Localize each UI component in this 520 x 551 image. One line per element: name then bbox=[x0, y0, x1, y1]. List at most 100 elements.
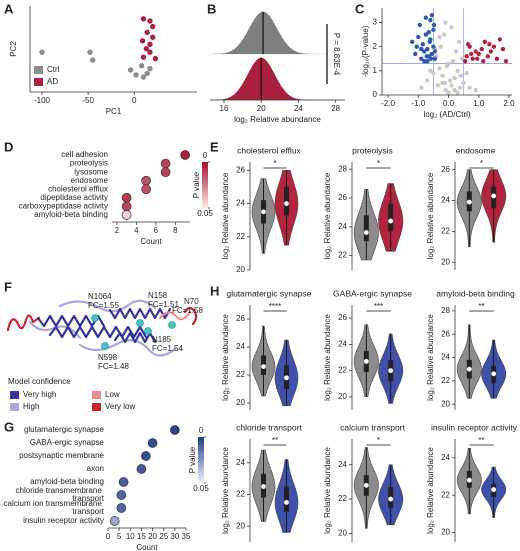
point bbox=[482, 39, 487, 45]
point bbox=[152, 55, 159, 62]
x-tick-label: 6 bbox=[154, 226, 159, 235]
median bbox=[491, 487, 497, 492]
y-tick-label: 22 bbox=[236, 232, 245, 241]
y-axis-label: log₂ Relative abundance bbox=[426, 172, 435, 259]
point bbox=[414, 44, 419, 49]
point bbox=[452, 87, 457, 93]
significance-label: * bbox=[480, 159, 483, 168]
site-sphere bbox=[136, 319, 144, 327]
subplot-title: glutamatergic synapse bbox=[226, 288, 311, 298]
x-tick-label: 1.0 bbox=[473, 99, 485, 108]
subplot-title: cholesterol efflux bbox=[237, 145, 301, 155]
point bbox=[435, 83, 441, 88]
panel-label: F bbox=[4, 279, 12, 294]
point bbox=[468, 51, 474, 57]
y-tick-label: 20 bbox=[338, 392, 347, 401]
point bbox=[150, 34, 156, 40]
y-axis-label: log₂ Relative abundance bbox=[426, 314, 435, 401]
point bbox=[497, 37, 503, 42]
ribbon bbox=[6, 314, 41, 332]
median bbox=[466, 199, 472, 205]
point bbox=[147, 18, 153, 24]
point bbox=[449, 83, 454, 88]
y-tick-label: 24 bbox=[441, 196, 450, 205]
y-tick-label: 24 bbox=[338, 339, 347, 348]
point bbox=[147, 65, 153, 72]
point bbox=[419, 56, 424, 61]
point bbox=[417, 22, 422, 28]
point bbox=[422, 58, 427, 64]
density-ridge bbox=[210, 11, 345, 54]
dot bbox=[160, 167, 171, 177]
x-tick-label: 15 bbox=[137, 532, 146, 541]
dot bbox=[121, 210, 132, 220]
dot bbox=[141, 451, 151, 461]
category-label: endosome bbox=[71, 176, 109, 185]
x-axis-label: log₂ Relative abundance bbox=[234, 115, 321, 124]
point bbox=[442, 80, 448, 86]
point bbox=[458, 73, 463, 78]
legend-swatch bbox=[10, 391, 19, 399]
legend-swatch bbox=[34, 66, 43, 74]
category-label: GABA-ergic synapse bbox=[30, 438, 105, 447]
point bbox=[422, 49, 427, 54]
legend-swatch bbox=[34, 78, 43, 86]
category-label: glutamatergic synapse bbox=[24, 425, 105, 434]
subplot-title: endosome bbox=[456, 145, 496, 155]
x-tick-label: 8 bbox=[173, 226, 178, 235]
x-tick-label: -1.0 bbox=[411, 99, 425, 108]
ribbon bbox=[36, 314, 106, 328]
site-fc: FC=1.48 bbox=[98, 362, 129, 371]
median bbox=[261, 484, 266, 489]
median bbox=[261, 364, 266, 369]
colorbar bbox=[202, 162, 208, 208]
site-sphere bbox=[144, 327, 152, 335]
point bbox=[147, 41, 153, 48]
point bbox=[425, 58, 430, 64]
point bbox=[437, 66, 442, 71]
legend-label: Very high bbox=[23, 390, 56, 399]
point bbox=[446, 90, 451, 95]
x-tick-label: -2.0 bbox=[381, 99, 395, 108]
y-tick-label: 20 bbox=[441, 257, 450, 266]
point bbox=[428, 56, 434, 61]
point bbox=[456, 39, 462, 45]
y-tick-label: 26 bbox=[236, 165, 245, 174]
category-label: lysosome bbox=[74, 167, 108, 176]
point bbox=[140, 54, 147, 60]
y-tick-label: 24 bbox=[236, 342, 245, 351]
legend-label: High bbox=[23, 402, 39, 411]
point bbox=[423, 15, 429, 20]
median bbox=[388, 368, 394, 374]
point bbox=[450, 58, 456, 64]
y-tick-label: 22 bbox=[338, 494, 347, 503]
y-tick-label: 0 bbox=[373, 90, 378, 99]
point bbox=[150, 23, 156, 30]
significance-label: * bbox=[377, 159, 380, 168]
y-tick-label: 2 bbox=[373, 42, 378, 51]
category-label: chloride transmembrane transport bbox=[16, 486, 105, 503]
y-tick-label: 24 bbox=[441, 453, 450, 462]
dot bbox=[136, 464, 147, 474]
x-tick-label: 0 bbox=[106, 532, 111, 541]
dot bbox=[141, 175, 151, 186]
median bbox=[284, 201, 289, 206]
y-tick-label: 24 bbox=[338, 460, 347, 469]
point bbox=[500, 46, 506, 52]
significance-label: * bbox=[273, 159, 276, 168]
iqr-box bbox=[363, 215, 369, 242]
point bbox=[431, 27, 436, 32]
colorbar-tick-label: 0 bbox=[203, 151, 208, 160]
point bbox=[432, 56, 438, 61]
y-tick-label: 20 bbox=[236, 398, 245, 407]
point bbox=[438, 44, 444, 49]
x-tick-label: 35 bbox=[182, 532, 191, 541]
y-tick-label: 22 bbox=[441, 376, 450, 385]
ribbon bbox=[58, 299, 157, 313]
y-axis-label: log₂ Relative abundance bbox=[221, 172, 230, 259]
category-label: proteolysis bbox=[70, 159, 108, 168]
point bbox=[423, 32, 429, 37]
x-tick-label: 20 bbox=[148, 532, 157, 541]
